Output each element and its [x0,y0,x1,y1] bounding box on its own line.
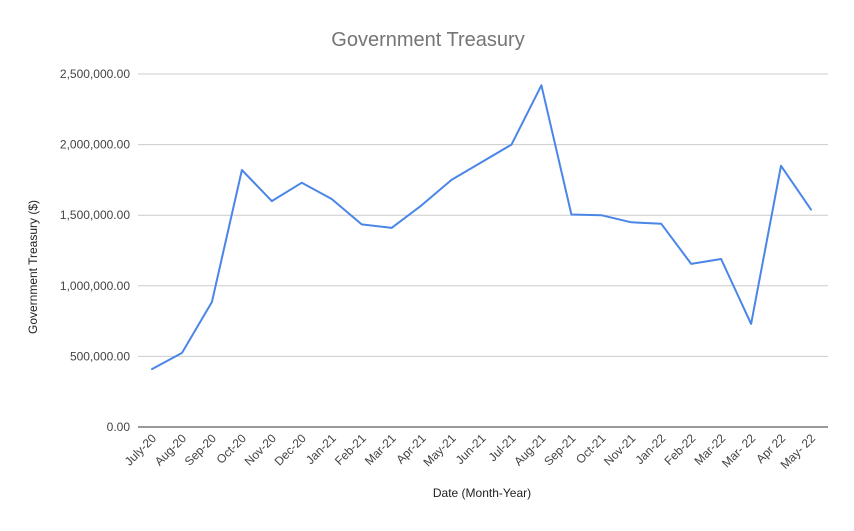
y-tick-label: 0.00 [107,420,131,434]
y-axis-tick-labels: 0.00 500,000.00 1,000,000.00 1,500,000.00 2,… [60,67,130,434]
x-axis-label: Date (Month-Year) [433,486,531,500]
y-tick-label: 2,500,000.00 [60,67,130,81]
series-line [151,84,812,371]
series-group [151,84,812,371]
y-tick-label: 1,500,000.00 [60,208,130,222]
y-tick-label: 2,000,000.00 [60,138,130,152]
chart-title: Government Treasury [331,29,524,51]
y-tick-label: 500,000.00 [70,349,130,363]
gridlines [138,73,828,428]
y-axis-label: Government Treasury ($) [26,200,40,334]
y-tick-label: 1,000,000.00 [60,279,130,293]
